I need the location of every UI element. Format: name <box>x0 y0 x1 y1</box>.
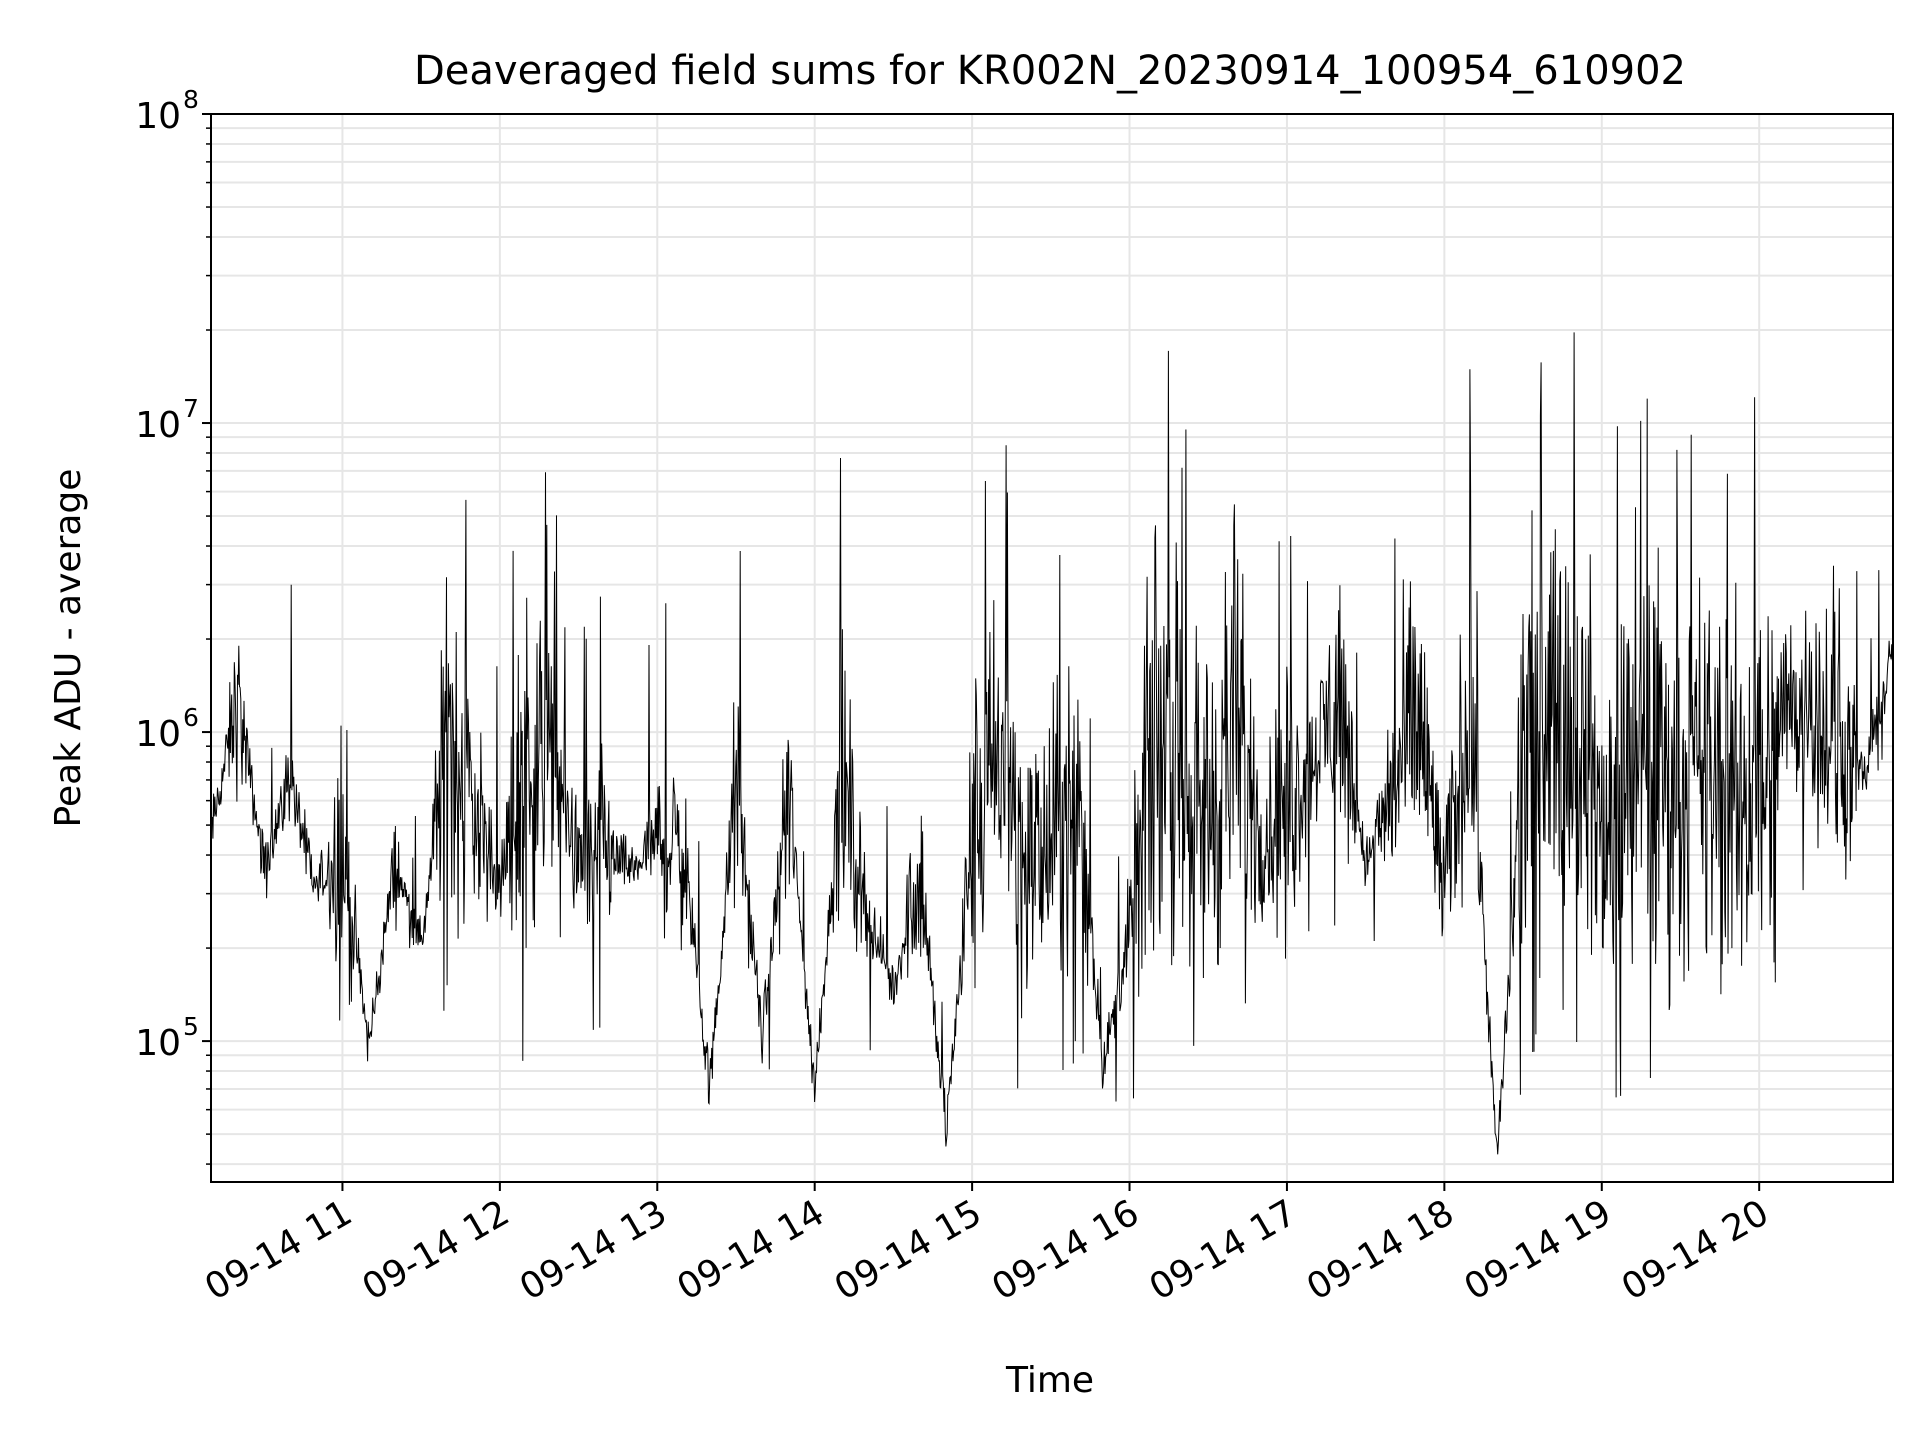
y-tick-exponent: 8 <box>183 85 199 114</box>
y-tick-exponent: 6 <box>183 703 199 732</box>
x-axis-label: Time <box>1005 1360 1094 1401</box>
y-tick-label: 10 <box>135 96 181 137</box>
plot-frame <box>210 113 1894 1183</box>
y-tick-label: 10 <box>135 714 181 755</box>
y-tick-exponent: 7 <box>183 394 199 423</box>
grid <box>211 113 1893 1182</box>
y-tick-label: 10 <box>135 405 181 446</box>
y-tick-exponent: 5 <box>183 1012 199 1041</box>
y-tick-label: 10 <box>135 1023 181 1064</box>
y-axis-label: Peak ADU - average <box>48 469 89 828</box>
chart-title: Deaveraged field sums for KR002N_2023091… <box>414 48 1686 94</box>
series-line <box>210 332 1894 1155</box>
series-layer <box>210 332 1894 1155</box>
